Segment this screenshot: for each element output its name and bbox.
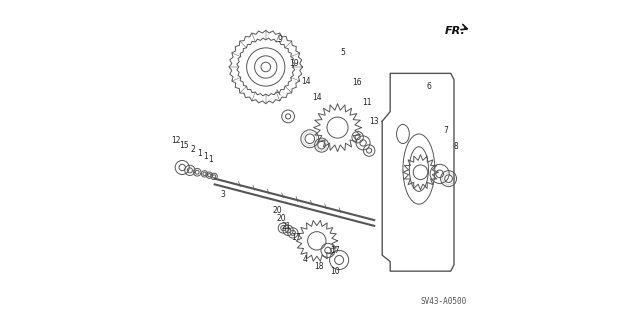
Text: 21: 21 — [282, 222, 291, 231]
Text: 9: 9 — [278, 35, 283, 44]
Text: 14: 14 — [301, 77, 310, 86]
Text: 15: 15 — [180, 141, 189, 150]
Text: 1: 1 — [203, 152, 207, 161]
Text: 19: 19 — [290, 59, 300, 68]
Text: 11: 11 — [362, 98, 372, 107]
Text: 20: 20 — [277, 214, 287, 223]
Text: 18: 18 — [315, 262, 324, 271]
Text: 4: 4 — [303, 256, 307, 264]
Text: 1: 1 — [209, 155, 213, 164]
Text: 20: 20 — [272, 206, 282, 215]
Text: 7: 7 — [444, 126, 449, 135]
Text: 12: 12 — [171, 136, 180, 145]
Text: 10: 10 — [330, 267, 340, 276]
Text: 13: 13 — [369, 117, 378, 126]
Text: 1: 1 — [197, 149, 202, 158]
Text: FR.: FR. — [444, 26, 465, 35]
Text: 3: 3 — [220, 190, 225, 199]
Text: 5: 5 — [340, 48, 345, 57]
Text: SV43-A0500: SV43-A0500 — [420, 297, 467, 306]
Text: 2: 2 — [190, 145, 195, 154]
Text: 8: 8 — [453, 142, 458, 151]
Text: 14: 14 — [312, 93, 322, 102]
Text: 16: 16 — [353, 78, 362, 87]
Text: 17: 17 — [291, 233, 301, 242]
Text: 17: 17 — [330, 246, 340, 255]
Text: 6: 6 — [426, 82, 431, 91]
